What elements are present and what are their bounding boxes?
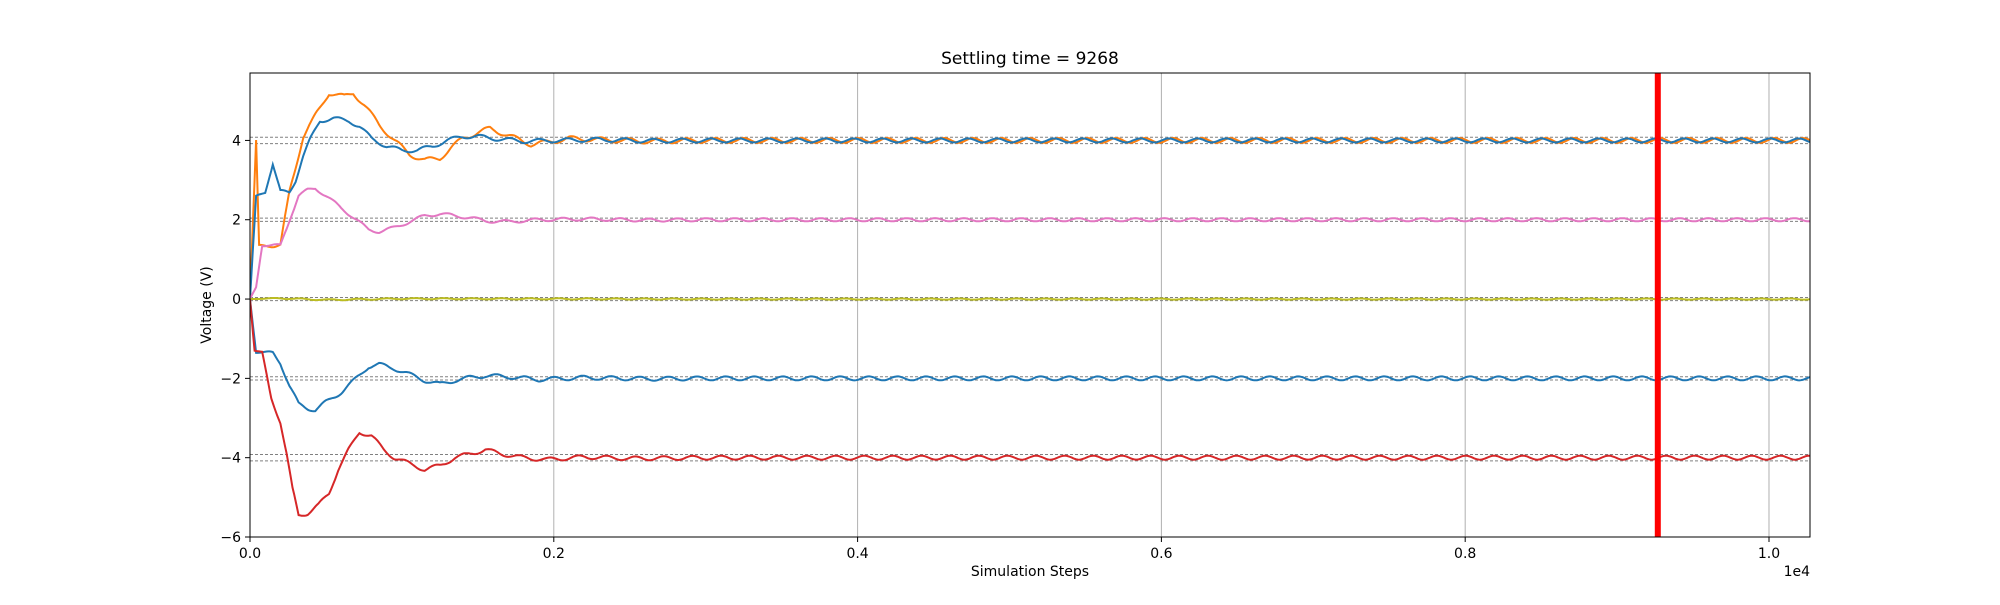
y-tick-label-3: 0	[232, 292, 241, 308]
y-tick-label-0: −6	[220, 530, 241, 546]
y-tick-label-4: 2	[232, 213, 241, 229]
x-axis-offset-text: 1e4	[1784, 564, 1811, 580]
y-tick-label-5: 4	[232, 133, 241, 149]
x-tick-label-0: 0.0	[239, 546, 261, 562]
y-axis-title: Voltage (V)	[199, 266, 215, 343]
x-axis-title: Simulation Steps	[971, 564, 1089, 580]
y-tick-label-1: −4	[220, 451, 241, 467]
series-line-1	[250, 116, 1810, 300]
grid-lines	[553, 73, 1770, 537]
chart-title: Settling time = 9268	[941, 49, 1119, 69]
series-line-2	[250, 187, 1810, 300]
series-line-4	[250, 298, 1810, 413]
series-line-5	[250, 299, 1810, 517]
x-tick-label-1: 0.2	[543, 546, 565, 562]
x-tick-label-4: 0.8	[1454, 546, 1476, 562]
series-lines	[250, 92, 1810, 517]
x-tick-label-5: 1.0	[1758, 546, 1780, 562]
x-tick-label-2: 0.4	[846, 546, 868, 562]
y-tick-label-2: −2	[220, 371, 241, 387]
x-tick-label-3: 0.6	[1150, 546, 1172, 562]
series-line-3	[250, 297, 1810, 302]
series-line-0	[250, 92, 1810, 300]
plot-area-frame	[249, 72, 1811, 538]
axis-ticks: 0.0 0.2 0.4 0.6 0.8 1.0 −6 −4 −2 0 2 4	[220, 133, 1780, 562]
